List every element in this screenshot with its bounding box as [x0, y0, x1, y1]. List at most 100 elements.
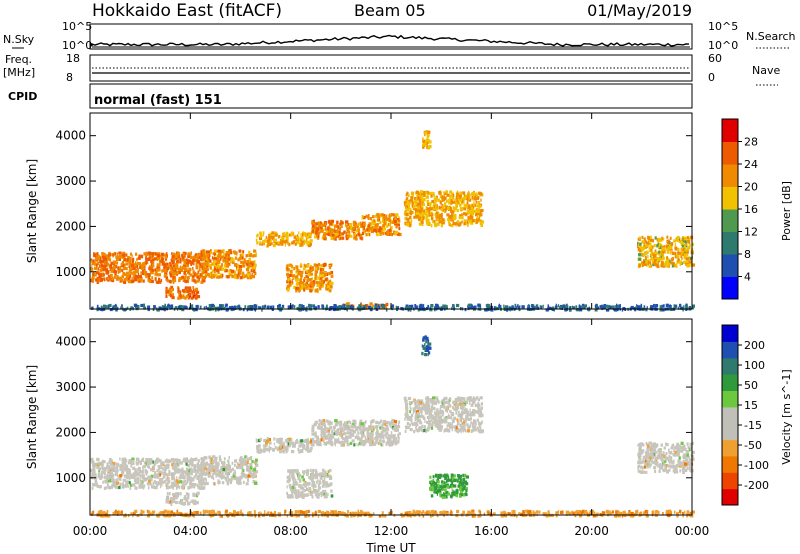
echo-cell — [342, 432, 344, 436]
echo-cell — [181, 253, 184, 258]
echo-cell — [287, 469, 289, 473]
echo-cell — [410, 196, 414, 200]
echo-cell — [118, 477, 122, 481]
echo-cell — [374, 214, 378, 218]
echo-cell — [336, 430, 339, 434]
echo-cell — [90, 267, 94, 272]
echo-cell — [148, 266, 151, 271]
echo-cell — [272, 244, 276, 248]
echo-cell — [174, 279, 177, 283]
echo-cell — [303, 241, 305, 245]
echo-cell — [246, 478, 250, 482]
echo-cell — [328, 271, 332, 276]
echo-cell — [391, 233, 393, 237]
echo-cell — [430, 215, 433, 219]
echo-cell — [188, 471, 191, 475]
echo-cell — [468, 220, 471, 224]
date-title: 01/May/2019 — [587, 1, 692, 20]
echo-cell — [197, 466, 200, 470]
echo-cell — [371, 432, 374, 436]
echo-cell — [382, 224, 385, 228]
echo-cell — [238, 305, 241, 309]
echo-cell — [127, 258, 129, 262]
echo-cell — [334, 233, 338, 237]
echo-cell — [134, 270, 138, 274]
echo-cell — [174, 500, 178, 505]
echo-cell — [269, 232, 273, 236]
echo-cell — [301, 475, 304, 479]
echo-cell — [450, 198, 453, 203]
echo-cell — [121, 470, 125, 474]
echo-cell — [678, 260, 682, 264]
echo-cell — [91, 460, 95, 464]
echo-cell — [319, 279, 322, 284]
echo-cell — [133, 263, 137, 267]
echo-cell — [420, 220, 424, 224]
echo-cell — [202, 471, 205, 475]
echo-cell — [407, 201, 411, 205]
echo-cell — [336, 220, 339, 224]
echo-cell — [654, 236, 657, 240]
echo-cell — [104, 265, 107, 269]
echo-cell — [93, 262, 97, 266]
echo-cell — [181, 305, 185, 309]
echo-cell — [332, 228, 336, 232]
echo-cell — [230, 476, 234, 480]
echo-cell — [111, 485, 113, 489]
echo-cell — [363, 226, 366, 230]
echo-cell — [242, 250, 245, 254]
echo-cell — [109, 477, 113, 481]
echo-cell — [316, 442, 318, 446]
echo-cell — [385, 214, 388, 218]
echo-cell — [266, 448, 269, 452]
echo-cell — [443, 196, 447, 200]
echo-cell — [341, 221, 344, 225]
echo-cell — [330, 436, 333, 440]
echo-cell — [370, 229, 375, 234]
echo-cell — [336, 223, 338, 227]
echo-cell — [377, 433, 380, 437]
echo-cell — [204, 270, 208, 274]
echo-cell — [317, 288, 319, 292]
echo-cell — [185, 498, 188, 502]
y-tick-label: 2000 — [55, 219, 86, 233]
echo-cell — [136, 261, 140, 266]
echo-cell — [195, 255, 199, 259]
echo-cell — [130, 475, 134, 479]
echo-cell — [301, 484, 303, 488]
echo-cell — [321, 435, 325, 439]
echo-cell — [320, 493, 323, 498]
echo-cell — [238, 476, 242, 480]
echo-cell — [354, 225, 357, 229]
echo-cell — [553, 308, 555, 312]
echo-cell — [317, 483, 320, 487]
echo-cell — [464, 308, 467, 312]
echo-cell — [647, 235, 649, 239]
echo-cell — [254, 470, 257, 474]
echo-cell — [382, 228, 385, 232]
echo-cell — [639, 246, 643, 250]
echo-cell — [156, 457, 160, 461]
echo-cell — [407, 223, 410, 227]
echo-cell — [310, 281, 314, 286]
echo-cell — [319, 473, 322, 477]
echo-cell — [363, 433, 365, 437]
echo-cell — [126, 271, 130, 275]
echo-cell — [286, 280, 288, 284]
echo-cell — [329, 421, 333, 425]
echo-cell — [225, 253, 228, 257]
echo-cell — [183, 296, 186, 300]
echo-cell — [220, 466, 223, 470]
echo-cell — [213, 256, 216, 261]
echo-cell — [145, 260, 148, 265]
echo-cell — [227, 251, 231, 255]
echo-cell — [262, 449, 266, 453]
echo-cell — [127, 280, 131, 284]
echo-cell — [286, 272, 289, 277]
echo-cell — [145, 275, 148, 279]
echo-cell — [474, 305, 477, 309]
echo-cell — [108, 476, 110, 481]
echo-cell — [226, 467, 229, 471]
echo-cell — [111, 277, 114, 281]
echo-cell — [256, 439, 258, 443]
